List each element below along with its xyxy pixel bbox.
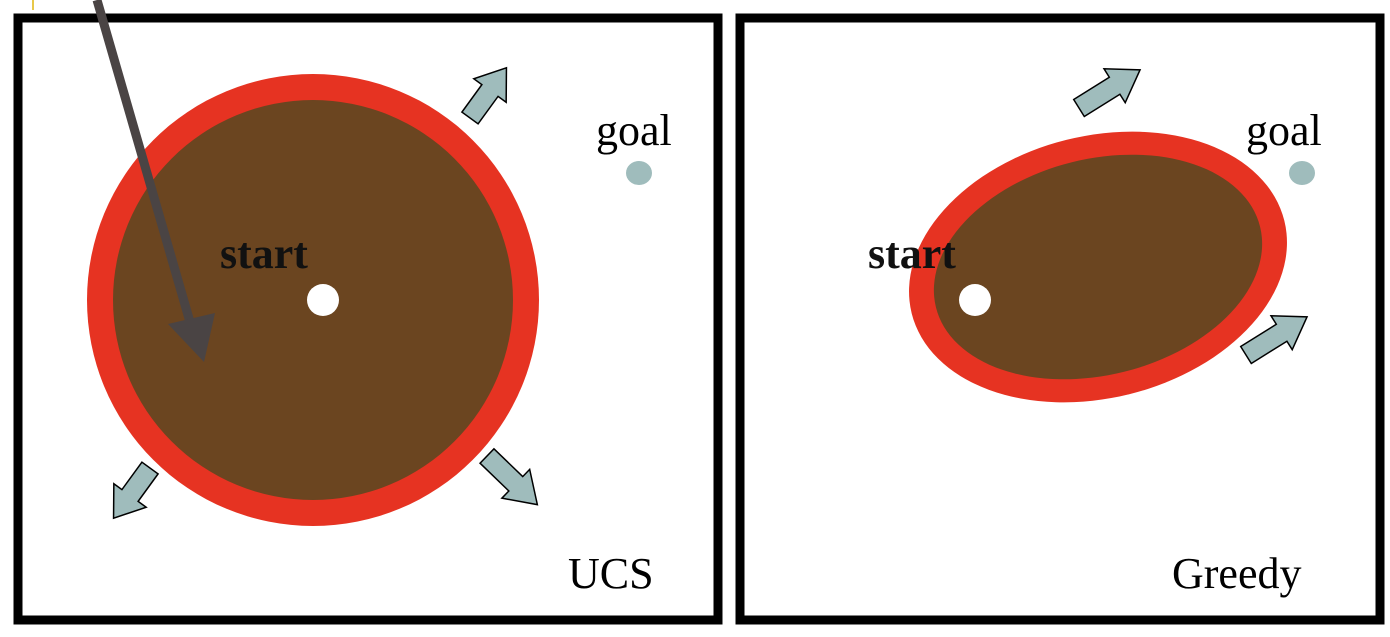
ucs-start-label: start [220,229,308,278]
greedy-caption: Greedy [1172,549,1302,598]
ucs-start-dot [307,284,339,316]
ucs-panel: start goal UCS [18,0,718,620]
ucs-goal-dot [626,161,652,185]
greedy-start-dot [959,284,991,316]
greedy-panel: start goal Greedy [740,18,1380,620]
greedy-goal-label: goal [1246,106,1322,155]
greedy-goal-dot [1289,161,1315,185]
greedy-start-label: start [868,229,956,278]
ucs-goal-label: goal [596,106,672,155]
ucs-caption: UCS [568,549,654,598]
